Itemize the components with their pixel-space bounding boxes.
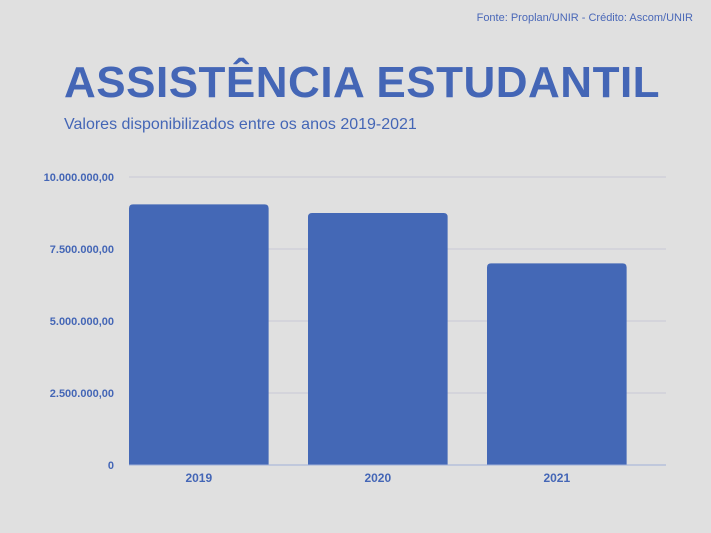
- y-tick-label-3: 7.500.000,00: [50, 244, 114, 256]
- x-tick-label-2019: 2019: [185, 471, 212, 485]
- bar-2020: [308, 213, 448, 465]
- y-tick-label-0: 0: [108, 460, 114, 472]
- x-tick-label-2021: 2021: [543, 471, 570, 485]
- chart-title: ASSISTÊNCIA ESTUDANTIL: [64, 58, 661, 107]
- bar-2019: [129, 204, 269, 466]
- source-credit: Fonte: Proplan/UNIR - Crédito: Ascom/UNI…: [476, 12, 693, 24]
- chart-subtitle: Valores disponibilizados entre os anos 2…: [64, 116, 417, 133]
- y-tick-label-1: 2.500.000,00: [50, 388, 114, 400]
- y-tick-label-4: 10.000.000,00: [44, 172, 114, 184]
- x-tick-label-2020: 2020: [364, 471, 391, 485]
- axes: 0 2.500.000,00 5.000.000,00 7.500.000,00 10.…: [44, 172, 666, 485]
- y-tick-label-2: 5.000.000,00: [50, 316, 114, 328]
- bars: [129, 204, 627, 466]
- bar-2021: [487, 263, 627, 465]
